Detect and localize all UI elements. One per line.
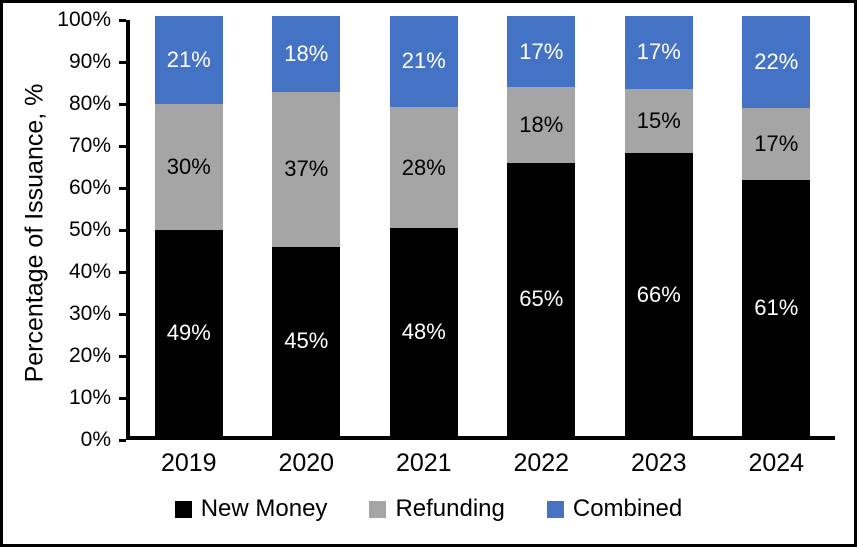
y-tick-label: 60% (68, 176, 111, 199)
segment-combined-2021: 21% (389, 16, 458, 107)
y-tick-label: 100% (57, 8, 111, 31)
legend: New Money Refunding Combined (3, 495, 854, 523)
y-tick-mark (119, 144, 126, 148)
bar-slot-2024: 22% 17% 61% (718, 16, 836, 436)
bar-slot-2021: 21% 28% 48% (365, 16, 483, 436)
data-label: 21% (401, 48, 446, 74)
segment-combined-2023: 17% (624, 16, 693, 89)
plot-area: 21% 30% 49% 18% 37% 45% 21% 28% 48% 17% 18% 65% 17% 1… (119, 16, 836, 442)
bar-slot-2022: 17% 18% 65% (483, 16, 601, 436)
legend-label: Refunding (395, 495, 505, 522)
segment-new-money-2021: 48% (389, 228, 458, 436)
legend-swatch-icon (546, 500, 564, 518)
y-tick-label: 30% (68, 302, 111, 325)
y-tick-label: 0% (80, 428, 111, 451)
legend-item-combined: Combined (546, 495, 683, 523)
y-axis-tick-labels: 0% 10% 20% 30% 40% 50% 60% 70% 80% 90% 100% (3, 3, 111, 544)
bar-slot-2020: 18% 37% 45% (248, 16, 366, 436)
data-label: 66% (636, 281, 681, 307)
y-tick-label: 40% (68, 260, 111, 283)
segment-combined-2019: 21% (154, 16, 223, 105)
legend-item-refunding: Refunding (369, 495, 505, 523)
x-category-label: 2019 (160, 449, 217, 477)
segment-combined-2024: 22% (742, 16, 811, 109)
data-label: 17% (754, 131, 799, 157)
x-category-label: 2020 (278, 449, 335, 477)
legend-item-new-money: New Money (174, 495, 328, 523)
data-label: 22% (754, 49, 799, 75)
y-tick-mark (119, 102, 126, 106)
bars-container: 21% 30% 49% 18% 37% 45% 21% 28% 48% 17% 18% 65% 17% 1… (130, 16, 836, 436)
data-label: 61% (754, 294, 799, 320)
y-tick-label: 70% (68, 134, 111, 157)
segment-new-money-2020: 45% (272, 246, 341, 436)
data-label: 21% (166, 47, 211, 73)
x-category-label: 2023 (630, 449, 687, 477)
y-tick-mark (119, 60, 126, 64)
data-label: 17% (636, 39, 681, 65)
y-tick-label: 10% (68, 386, 111, 409)
data-label: 18% (519, 112, 564, 138)
y-tick-label: 50% (68, 218, 111, 241)
stacked-bar-2020: 18% 37% 45% (272, 16, 341, 436)
y-tick-label: 90% (68, 50, 111, 73)
data-label: 48% (401, 319, 446, 345)
data-label: 45% (284, 328, 329, 354)
y-tick-mark (119, 312, 126, 316)
legend-label: Combined (572, 495, 683, 522)
data-label: 49% (166, 320, 211, 346)
stacked-bar-2023: 17% 15% 66% (624, 16, 693, 436)
y-tick-mark (119, 396, 126, 400)
x-category-label: 2021 (395, 449, 452, 477)
data-label: 15% (636, 107, 681, 133)
x-category-label: 2024 (748, 449, 805, 477)
stacked-bar-2021: 21% 28% 48% (389, 16, 458, 436)
segment-new-money-2024: 61% (742, 179, 811, 436)
segment-combined-2022: 17% (507, 16, 576, 88)
segment-new-money-2019: 49% (154, 230, 223, 436)
segment-refunding-2023: 15% (624, 88, 693, 154)
x-axis-category-labels: 2019 2020 2021 2022 2023 2024 (130, 449, 835, 478)
x-category-label: 2022 (513, 449, 570, 477)
y-tick-mark (119, 270, 126, 274)
data-label: 65% (519, 286, 564, 312)
y-tick-mark (119, 18, 126, 22)
data-label: 30% (166, 154, 211, 180)
segment-refunding-2020: 37% (272, 91, 341, 247)
y-tick-label: 80% (68, 92, 111, 115)
data-label: 17% (519, 38, 564, 64)
y-tick-mark (119, 228, 126, 232)
legend-label: New Money (200, 495, 328, 522)
stacked-bar-2019: 21% 30% 49% (154, 16, 223, 436)
segment-combined-2020: 18% (272, 16, 341, 92)
stacked-bar-2024: 22% 17% 61% (742, 16, 811, 436)
segment-refunding-2022: 18% (507, 87, 576, 163)
segment-new-money-2023: 66% (624, 153, 693, 436)
segment-refunding-2021: 28% (389, 106, 458, 229)
bar-slot-2023: 17% 15% 66% (600, 16, 718, 436)
legend-swatch-icon (369, 500, 387, 518)
data-label: 28% (401, 154, 446, 180)
data-label: 37% (284, 156, 329, 182)
segment-refunding-2024: 17% (742, 108, 811, 180)
y-tick-mark (119, 186, 126, 190)
bar-slot-2019: 21% 30% 49% (130, 16, 248, 436)
segment-new-money-2022: 65% (507, 162, 576, 436)
y-tick-label: 20% (68, 344, 111, 367)
data-label: 18% (284, 40, 329, 66)
segment-refunding-2019: 30% (154, 104, 223, 231)
stacked-bar-2022: 17% 18% 65% (507, 16, 576, 436)
y-tick-mark (119, 354, 126, 358)
legend-swatch-icon (174, 500, 192, 518)
y-tick-mark (119, 438, 126, 442)
